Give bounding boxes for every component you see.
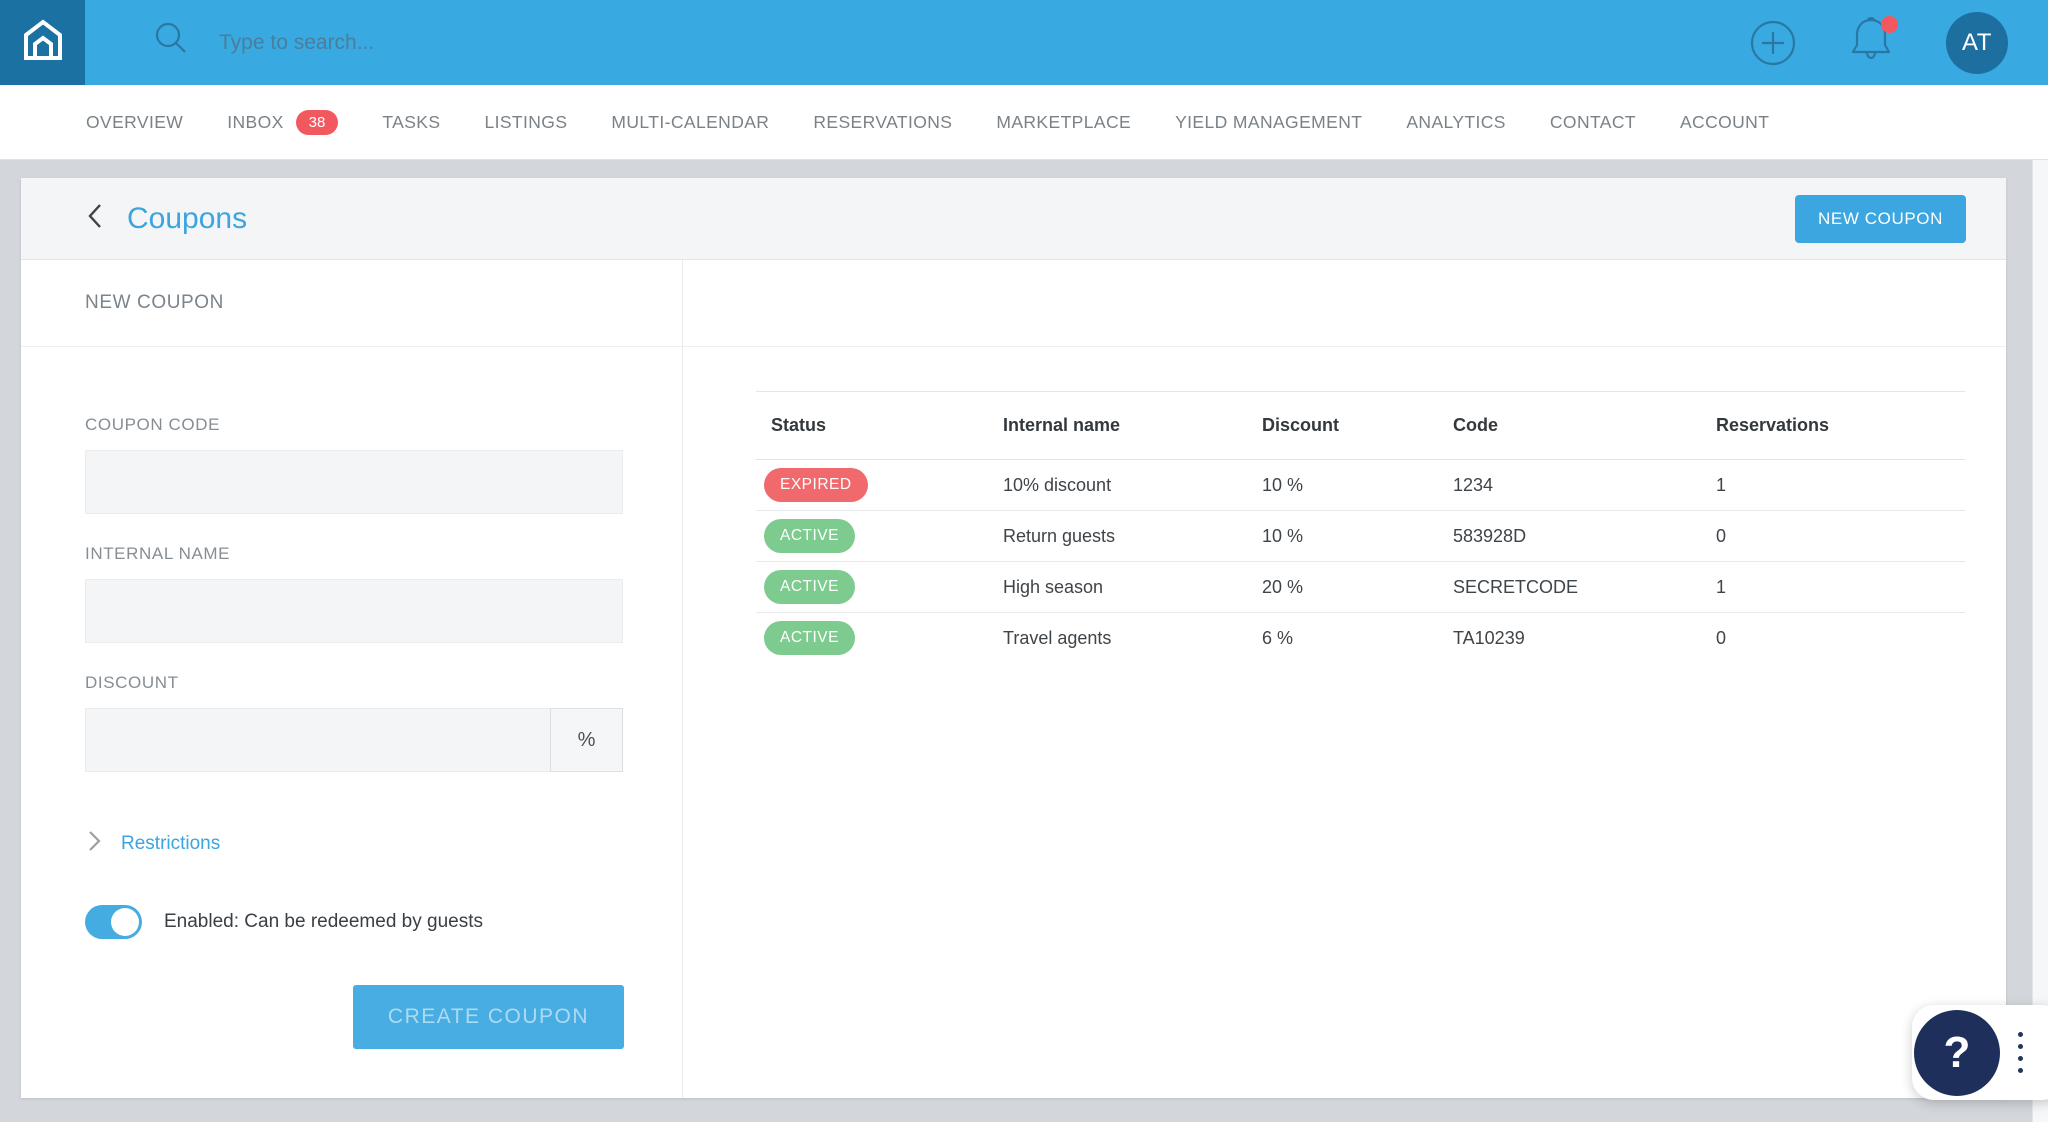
cell-discount: 20 % [1262, 561, 1453, 613]
scrollbar-track[interactable] [2032, 160, 2048, 1122]
cell-internal-name: Travel agents [1003, 612, 1262, 663]
coupons-list-panel: Status Internal name Discount Code Reser… [683, 260, 2006, 1098]
cell-reservations: 0 [1716, 612, 1965, 663]
chevron-right-icon [88, 830, 101, 857]
nav-item-label: LISTINGS [484, 111, 568, 132]
restrictions-label: Restrictions [121, 832, 221, 854]
plus-circle-icon[interactable] [1750, 20, 1796, 66]
nav-item[interactable]: YIELD MANAGEMENT [1175, 112, 1362, 133]
status-badge: ACTIVE [764, 519, 855, 553]
coupon-row[interactable]: ACTIVE Return guests 10 % 583928D 0 [756, 510, 1965, 562]
help-widget: ? [1912, 1005, 2048, 1100]
global-search [151, 20, 1750, 65]
nav-item[interactable]: INBOX 38 [227, 109, 339, 135]
enabled-row: Enabled: Can be redeemed by guests [85, 905, 682, 939]
coupons-body: NEW COUPON COUPON CODE INTERNAL NAME DIS… [21, 260, 2006, 1098]
cell-internal-name: Return guests [1003, 510, 1262, 562]
cell-reservations: 1 [1716, 474, 1727, 495]
nav-item[interactable]: OVERVIEW [86, 112, 183, 133]
search-input[interactable] [219, 30, 819, 55]
notifications-button[interactable] [1846, 14, 1898, 71]
nav-item[interactable]: ACCOUNT [1680, 112, 1769, 133]
topbar: AT [0, 0, 2048, 85]
home-logo-button[interactable] [0, 0, 85, 85]
nav-item-label: YIELD MANAGEMENT [1175, 111, 1363, 132]
status-badge: ACTIVE [764, 621, 855, 655]
internal-name-label: INTERNAL NAME [85, 544, 231, 563]
nav-item[interactable]: LISTINGS [484, 112, 567, 133]
coupons-table: Status Internal name Discount Code Reser… [756, 391, 1965, 663]
nav-item[interactable]: ANALYTICS [1406, 112, 1506, 133]
cell-reservations: 1 [1716, 561, 1965, 613]
main-content: Coupons NEW COUPON NEW COUPON COUPON COD… [0, 160, 2048, 1122]
nav-item[interactable]: CONTACT [1550, 112, 1636, 133]
new-coupon-button[interactable]: NEW COUPON [1795, 194, 1966, 243]
coupons-header: Coupons NEW COUPON [21, 178, 2006, 260]
nav-item-label: CONTACT [1549, 111, 1636, 132]
nav-item-label: INBOX [227, 111, 284, 132]
percent-addon: % [550, 708, 623, 772]
col-status: Status [756, 391, 1003, 460]
main-nav: OVERVIEW INBOX 38 TASKS LISTINGS MULTI-C… [0, 85, 2048, 160]
coupons-card: Coupons NEW COUPON NEW COUPON COUPON COD… [21, 178, 2006, 1098]
nav-item[interactable]: MARKETPLACE [996, 112, 1131, 133]
page-title[interactable]: Coupons [127, 201, 248, 235]
cell-code: SECRETCODE [1453, 561, 1716, 613]
new-coupon-panel: NEW COUPON COUPON CODE INTERNAL NAME DIS… [21, 260, 683, 1098]
coupon-code-field[interactable] [85, 450, 623, 514]
nav-item-label: MULTI-CALENDAR [611, 111, 770, 132]
coupon-code-label: COUPON CODE [85, 415, 221, 434]
status-badge: EXPIRED [764, 468, 868, 502]
nav-item-label: OVERVIEW [86, 111, 184, 132]
cell-internal-name: High season [1003, 561, 1262, 613]
status-badge: ACTIVE [764, 570, 855, 604]
topbar-actions: AT [1750, 11, 2008, 74]
discount-field[interactable] [85, 708, 550, 772]
cell-discount: 6 % [1262, 612, 1453, 663]
col-internal-name: Internal name [1003, 391, 1262, 460]
col-reservations: Reservations [1716, 391, 1965, 460]
search-icon [151, 20, 191, 65]
drag-dots-icon[interactable] [2018, 1029, 2023, 1077]
form-section-header: NEW COUPON [21, 260, 682, 347]
enabled-label: Enabled: Can be redeemed by guests [164, 911, 483, 932]
cell-internal-name: 10% discount [1003, 474, 1112, 495]
nav-item[interactable]: RESERVATIONS [813, 112, 952, 133]
inbox-count-badge: 38 [295, 109, 339, 135]
back-chevron-icon[interactable] [87, 202, 103, 235]
internal-name-field[interactable] [85, 579, 623, 643]
cell-reservations: 0 [1716, 510, 1965, 562]
col-code: Code [1453, 391, 1716, 460]
nav-item[interactable]: TASKS [382, 112, 440, 133]
nav-item-label: ACCOUNT [1679, 111, 1770, 132]
cell-code: 1234 [1453, 474, 1494, 495]
cell-code: TA10239 [1453, 612, 1716, 663]
new-coupon-form: COUPON CODE INTERNAL NAME DISCOUNT % [21, 347, 682, 1049]
nav-item-label: MARKETPLACE [996, 111, 1132, 132]
coupon-row[interactable]: ACTIVE Travel agents 6 % TA10239 0 [756, 612, 1965, 663]
col-discount: Discount [1262, 391, 1453, 460]
cell-discount: 10 % [1262, 510, 1453, 562]
create-coupon-button[interactable]: CREATE COUPON [353, 985, 624, 1049]
discount-label: DISCOUNT [85, 673, 179, 692]
restrictions-toggle[interactable]: Restrictions [85, 830, 682, 857]
avatar[interactable]: AT [1946, 11, 2008, 74]
help-button[interactable]: ? [1914, 1009, 2000, 1096]
cell-discount: 10 % [1262, 474, 1304, 495]
coupons-table-wrap: Status Internal name Discount Code Reser… [756, 391, 1965, 663]
enabled-toggle[interactable] [85, 905, 142, 939]
nav-item[interactable]: MULTI-CALENDAR [611, 112, 769, 133]
coupon-row[interactable]: EXPIRED 10% discount 10 % 1234 1 [756, 460, 1965, 511]
coupon-row[interactable]: ACTIVE High season 20 % SECRETCODE 1 [756, 561, 1965, 613]
cell-code: 583928D [1453, 510, 1716, 562]
bell-icon [1846, 14, 1896, 71]
form-section-title: NEW COUPON [85, 292, 224, 313]
nav-item-label: ANALYTICS [1406, 111, 1506, 132]
home-icon [20, 17, 66, 68]
list-section-header [683, 260, 2006, 347]
nav-item-label: RESERVATIONS [813, 111, 953, 132]
toggle-knob [111, 908, 139, 936]
nav-item-label: TASKS [382, 111, 441, 132]
notification-dot [1881, 16, 1898, 33]
